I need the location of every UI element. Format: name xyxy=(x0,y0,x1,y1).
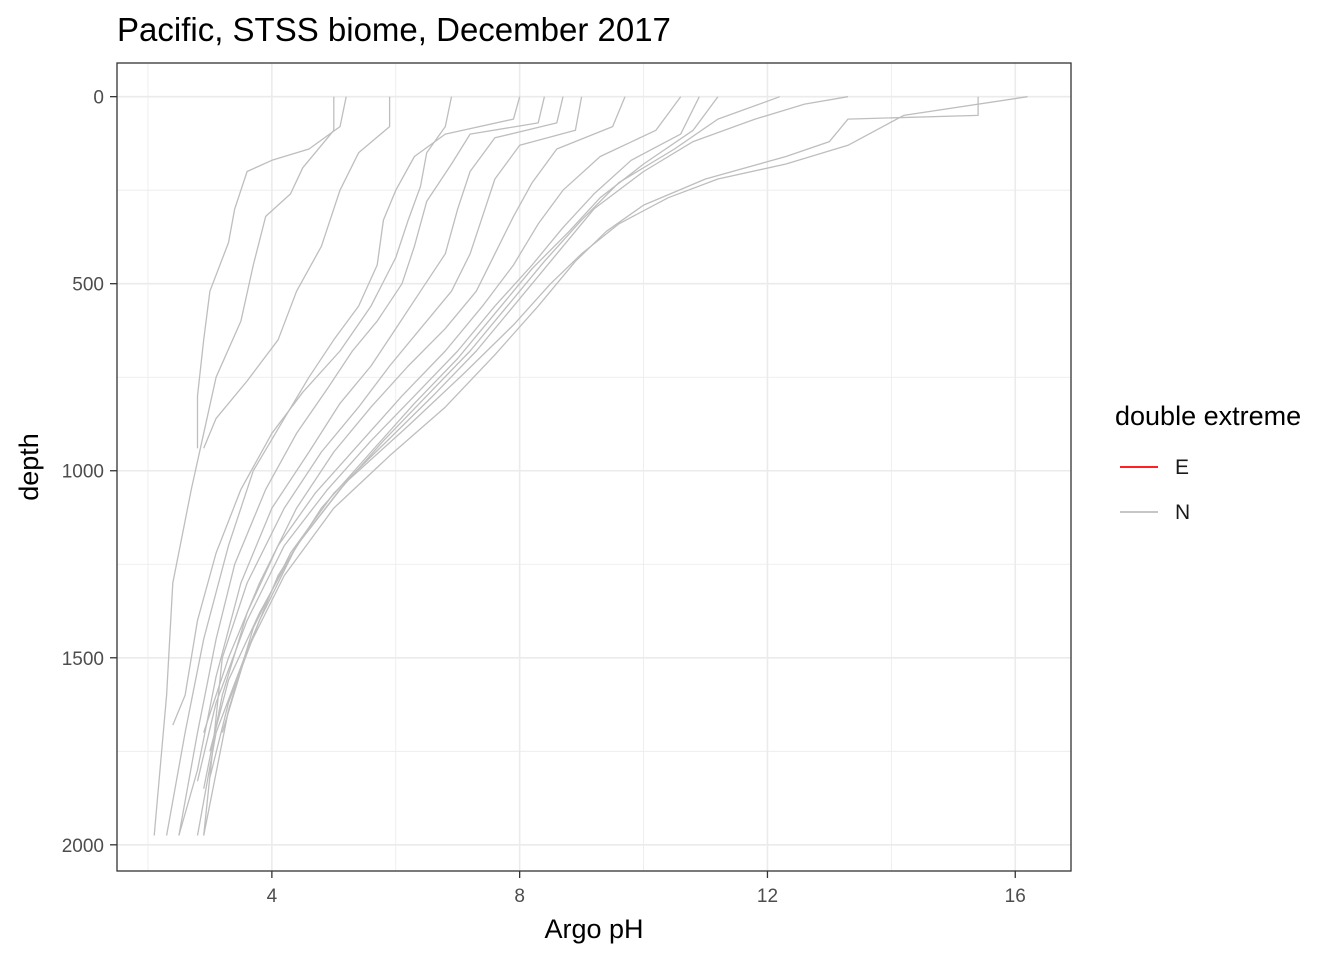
profile-line-14 xyxy=(196,96,979,836)
y-tick-label: 1000 xyxy=(62,462,104,483)
profile-line-15 xyxy=(209,96,1028,752)
x-tick-label: 16 xyxy=(1005,886,1026,907)
profile-line-7 xyxy=(203,96,583,836)
minor-gridlines xyxy=(117,63,1071,871)
series-layer xyxy=(153,96,1028,836)
legend-title: double extreme xyxy=(1115,401,1301,431)
x-tick-label: 4 xyxy=(267,886,278,907)
legend-label-E: E xyxy=(1175,456,1189,479)
x-axis: 4 8 12 16 xyxy=(267,871,1026,907)
chart-title: Pacific, STSS biome, December 2017 xyxy=(117,11,671,48)
y-axis-title: depth xyxy=(14,433,44,501)
profile-line-1 xyxy=(203,96,391,449)
major-gridlines xyxy=(117,63,1071,871)
y-axis: 0 500 1000 1500 2000 xyxy=(62,88,117,857)
plot-background xyxy=(117,63,1071,871)
y-tick-label: 0 xyxy=(93,88,104,109)
x-tick-label: 8 xyxy=(514,886,525,907)
profile-line-10 xyxy=(196,96,700,782)
profile-line-12 xyxy=(209,96,781,778)
plot-panel xyxy=(116,62,1072,872)
plot-border xyxy=(116,62,1072,872)
legend-label-N: N xyxy=(1175,501,1190,524)
profile-line-6 xyxy=(178,96,564,836)
profile-line-16 xyxy=(172,96,453,726)
legend: double extreme E N xyxy=(1115,401,1301,524)
y-tick-label: 500 xyxy=(72,275,104,296)
profile-line-2 xyxy=(196,96,347,449)
y-tick-label: 2000 xyxy=(62,836,104,857)
y-tick-label: 1500 xyxy=(62,649,104,670)
profile-line-3 xyxy=(153,96,335,836)
x-axis-title: Argo pH xyxy=(544,914,643,944)
profile-line-4 xyxy=(165,96,521,836)
x-tick-label: 12 xyxy=(757,886,778,907)
profile-line-5 xyxy=(178,96,546,836)
profile-line-9 xyxy=(203,96,682,789)
